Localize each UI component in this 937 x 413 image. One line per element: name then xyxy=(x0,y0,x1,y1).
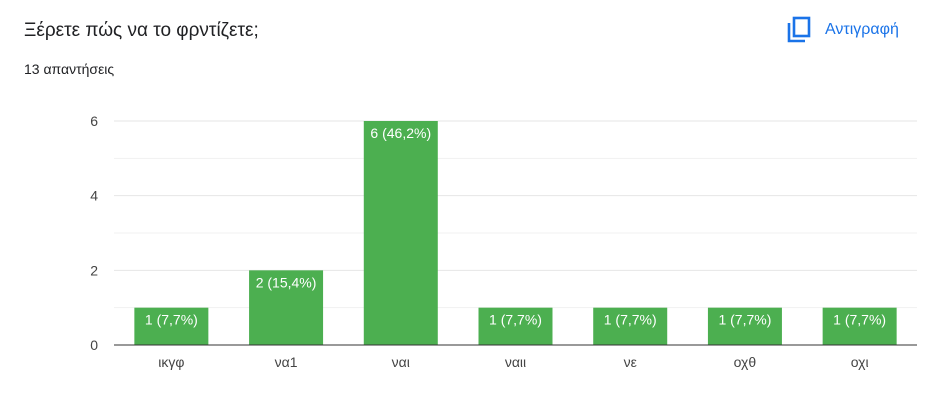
x-tick-label: οχθ xyxy=(734,354,757,370)
y-tick-label: 0 xyxy=(90,337,98,353)
x-tick-label: ικγφ xyxy=(158,354,184,370)
y-tick-label: 2 xyxy=(90,262,98,278)
y-tick-label: 6 xyxy=(90,113,98,129)
response-count: 13 απαντήσεις xyxy=(24,61,115,77)
x-tick-label: ναιι xyxy=(505,354,526,370)
y-tick-label: 4 xyxy=(90,188,98,204)
bar-data-label: 1 (7,7%) xyxy=(604,312,657,328)
question-title: Ξέρετε πώς να το φρντίζετε; xyxy=(24,20,259,41)
bar-data-label: 1 (7,7%) xyxy=(145,312,198,328)
bar xyxy=(707,307,782,345)
x-tick-label: να1 xyxy=(275,354,298,370)
bar-data-label: 1 (7,7%) xyxy=(718,312,771,328)
bar-data-label: 1 (7,7%) xyxy=(489,312,542,328)
copy-icon xyxy=(786,16,812,44)
x-tick-label: οχι xyxy=(851,354,869,370)
bar xyxy=(822,307,897,345)
bar-data-label: 2 (15,4%) xyxy=(256,274,317,290)
bar xyxy=(134,307,209,345)
bar xyxy=(249,270,324,345)
bar xyxy=(363,121,438,345)
bar xyxy=(478,307,553,345)
x-tick-label: νε xyxy=(624,354,637,370)
bar xyxy=(593,307,668,345)
x-tick-label: ναι xyxy=(392,354,410,370)
copy-button[interactable]: Αντιγραφή xyxy=(786,16,899,44)
bar-data-label: 6 (46,2%) xyxy=(370,125,431,141)
bar-data-label: 1 (7,7%) xyxy=(833,312,886,328)
copy-button-label: Αντιγραφή xyxy=(825,21,899,38)
